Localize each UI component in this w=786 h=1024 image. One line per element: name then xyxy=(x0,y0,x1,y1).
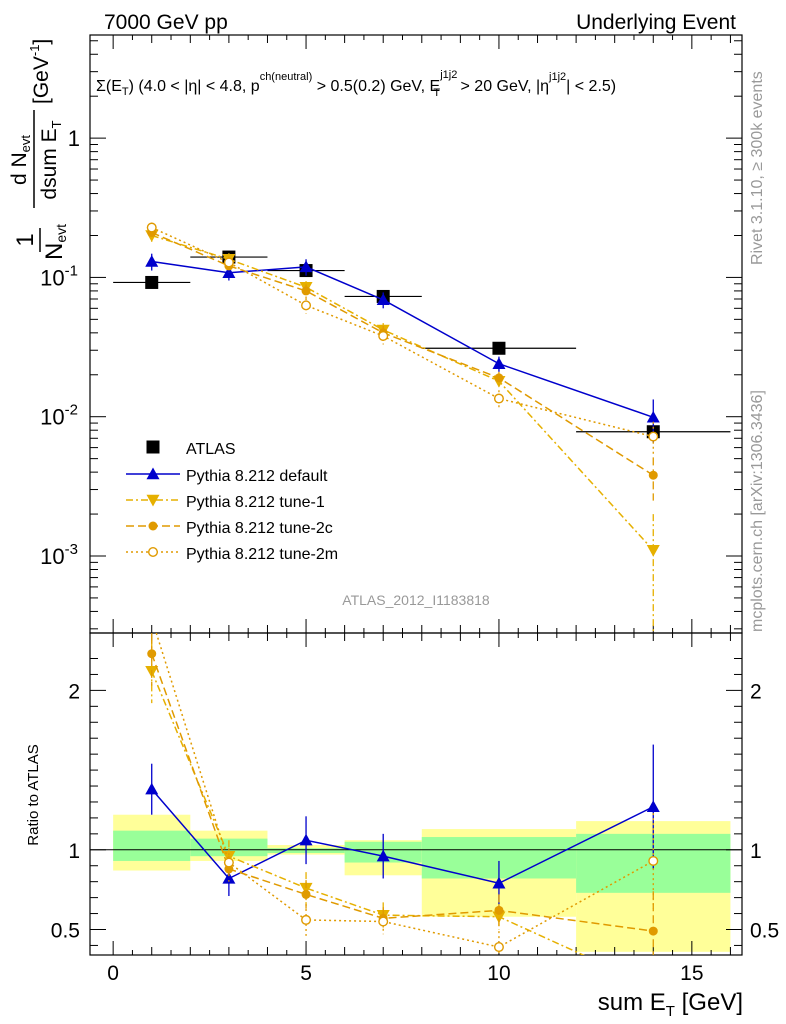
x-tick-label: 10 xyxy=(487,962,510,985)
series-0 xyxy=(113,250,731,439)
x-axis-label: sum ET [GeV] xyxy=(598,989,743,1020)
main-frame xyxy=(89,34,743,634)
series-line xyxy=(151,231,654,476)
data-point xyxy=(222,266,236,278)
svg-text:Nevt: Nevt xyxy=(41,224,69,260)
ratio-point xyxy=(646,800,660,812)
series-4 xyxy=(146,222,659,457)
ratio-line xyxy=(151,670,585,955)
ratio-line xyxy=(155,633,654,948)
legend-marker xyxy=(148,521,158,531)
ratio-y-tick-label-left: 1 xyxy=(68,840,80,863)
ratio-bands xyxy=(90,814,742,952)
data-point xyxy=(493,393,504,404)
data-point xyxy=(648,431,659,442)
legend-label-tune-2m: Pythia 8.212 tune-2m xyxy=(186,546,338,563)
y-tick-label-main: 10-2 xyxy=(40,402,78,430)
ratio-point xyxy=(147,649,157,659)
band-inner-0 xyxy=(113,830,191,861)
ratio-point xyxy=(222,871,236,884)
data-point xyxy=(299,260,313,273)
legend: ATLAS Pythia 8.212 default Pythia 8.212 … xyxy=(126,440,338,563)
data-point xyxy=(494,373,504,383)
svg-text:[GeV-1]: [GeV-1] xyxy=(27,39,53,104)
ratio-point xyxy=(493,942,504,953)
legend-label-tune-1: Pythia 8.212 tune-1 xyxy=(186,494,325,511)
y-tick-label-main: 1 xyxy=(68,126,80,151)
ratio-point xyxy=(223,857,234,868)
ratio-y-tick-label-right: 0.5 xyxy=(750,919,779,942)
legend-label-atlas: ATLAS xyxy=(186,441,236,458)
ratio-y-tick-label-left: 2 xyxy=(68,680,80,703)
series-1 xyxy=(145,253,660,443)
ratio-point xyxy=(299,882,313,895)
data-point xyxy=(145,275,159,289)
svg-text:1: 1 xyxy=(12,233,39,246)
data-point xyxy=(646,410,660,423)
data-point xyxy=(145,255,159,267)
ratio-y-tick-label-right: 1 xyxy=(750,840,762,863)
data-point xyxy=(146,222,157,233)
ratio-point xyxy=(376,849,390,862)
ratio-series-0 xyxy=(145,744,660,906)
header-left: 7000 GeV pp xyxy=(104,11,228,34)
main-series xyxy=(113,222,731,633)
ratio-y-tick-label-right: 2 xyxy=(750,680,762,703)
ratio-frame xyxy=(89,632,743,956)
ratio-point xyxy=(492,876,506,889)
data-point xyxy=(492,341,506,355)
ratio-point xyxy=(378,916,389,927)
ratio-line xyxy=(151,788,654,885)
data-point xyxy=(378,330,389,341)
data-point xyxy=(648,470,658,480)
ratio-point xyxy=(648,926,658,936)
ratio-y-tick-label-left: 0.5 xyxy=(51,919,80,942)
data-point xyxy=(301,286,311,296)
header-right: Underlying Event xyxy=(576,11,736,34)
ratio-point xyxy=(147,614,156,623)
ratio-point xyxy=(145,782,159,795)
analysis-watermark: ATLAS_2012_I1183818 xyxy=(342,592,490,608)
x-tick-label: 0 xyxy=(107,962,119,985)
band-inner-1 xyxy=(190,838,268,857)
legend-marker xyxy=(146,440,160,454)
y-tick-label-main: 10-1 xyxy=(40,262,78,290)
ratio-series-2 xyxy=(147,633,658,955)
series-line xyxy=(151,260,654,419)
ratio-line xyxy=(151,653,654,932)
ratio-point xyxy=(299,833,313,846)
series-line xyxy=(151,234,654,551)
ratio-point xyxy=(301,889,311,899)
ratio-point xyxy=(301,914,312,925)
data-point xyxy=(376,293,390,306)
data-point xyxy=(223,257,234,268)
ratio-series xyxy=(145,614,660,955)
ratio-point xyxy=(494,905,504,915)
legend-marker xyxy=(146,467,160,480)
x-tick-label: 15 xyxy=(680,962,703,985)
ratio-point xyxy=(648,855,659,866)
y-tick-label-main: 10-3 xyxy=(40,541,78,569)
plot-title: Σ(ET) (4.0 < |η| < 4.8, pch(neutral) > 0… xyxy=(96,69,616,99)
legend-marker xyxy=(146,494,160,507)
ratio-point xyxy=(492,911,506,924)
mcplots-label: mcplots.cern.ch [arXiv:1306.3436] xyxy=(749,390,766,632)
series-3 xyxy=(147,227,658,501)
y-axis-label-main: 1 Nevt d Nevt dsum ET [GeV-1] xyxy=(8,39,69,260)
series-line xyxy=(151,226,654,438)
legend-label-default: Pythia 8.212 default xyxy=(186,468,328,485)
svg-text:d Nevt: d Nevt xyxy=(8,135,33,185)
legend-marker xyxy=(147,547,158,558)
data-point xyxy=(646,545,660,557)
x-tick-label: 5 xyxy=(300,962,312,985)
svg-text:dsum ET: dsum ET xyxy=(38,120,64,199)
data-point xyxy=(492,357,506,369)
data-point xyxy=(301,300,312,311)
y-axis-label-ratio: Ratio to ATLAS xyxy=(25,744,42,845)
legend-label-tune-2c: Pythia 8.212 tune-2c xyxy=(186,520,333,537)
rivet-label: Rivet 3.1.10, ≥ 300k events xyxy=(749,71,766,265)
ratio-series-3 xyxy=(147,614,659,955)
